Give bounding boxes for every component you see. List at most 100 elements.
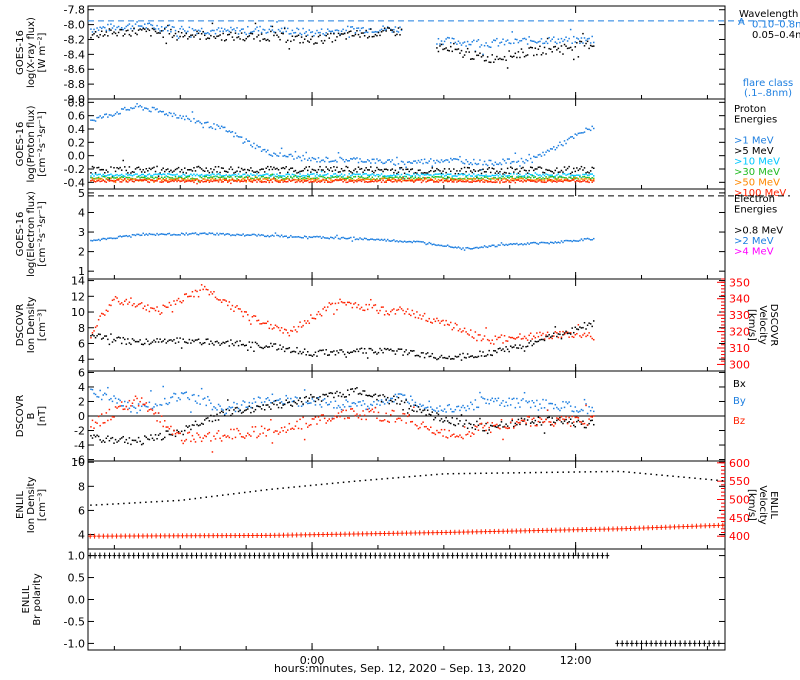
data-point: [280, 407, 283, 409]
data-point: [456, 43, 458, 45]
data-point: [431, 167, 434, 169]
data-point: [536, 178, 538, 180]
data-point: [317, 180, 320, 183]
data-point: [277, 28, 280, 31]
data-point: [410, 180, 412, 182]
data-point: [582, 423, 584, 425]
data-point: [493, 400, 495, 403]
data-point: [251, 181, 254, 183]
data-point: [411, 175, 414, 177]
data-point: [557, 180, 560, 182]
data-point: [317, 398, 320, 401]
data-point: [170, 177, 172, 179]
data-point: [385, 30, 387, 32]
data-point: [451, 37, 454, 40]
data-point: [316, 161, 318, 163]
data-point: [248, 180, 251, 182]
data-point: [291, 400, 294, 403]
data-point: [180, 31, 183, 34]
data-point: [320, 179, 323, 182]
data-point: [190, 36, 192, 38]
data-point: [351, 158, 354, 160]
data-point: [122, 405, 124, 407]
data-point: [466, 433, 469, 435]
y-tick-label: 3: [78, 226, 85, 239]
data-point: [473, 58, 475, 60]
data-point: [449, 408, 452, 410]
data-point: [183, 118, 186, 121]
data-point: [220, 301, 223, 304]
data-point: [402, 179, 404, 182]
data-point: [122, 28, 124, 31]
data-point: [513, 173, 515, 175]
data-point: [117, 31, 120, 34]
data-point: [268, 181, 271, 184]
data-point: [342, 33, 344, 35]
y-label-line: log(Proton flux): [26, 105, 37, 182]
data-point: [353, 169, 355, 172]
data-point: [308, 178, 311, 181]
data-point: [310, 236, 312, 239]
data-point: [370, 181, 372, 183]
data-point: [350, 157, 352, 160]
data-point: [520, 338, 523, 340]
data-point: [466, 174, 469, 177]
data-point: [316, 181, 318, 184]
data-point: [90, 179, 92, 182]
data-point: [260, 425, 263, 428]
data-point: [142, 27, 144, 30]
data-point: [219, 34, 221, 36]
data-point: [368, 181, 370, 183]
data-point: [439, 431, 441, 434]
data-point: [310, 423, 312, 426]
legend-entry: >0.8 MeV: [734, 226, 783, 237]
data-point: [216, 232, 218, 235]
data-point: [340, 301, 343, 303]
data-point: [243, 178, 246, 181]
data-point: [503, 173, 506, 176]
data-point: [370, 180, 372, 182]
data-point: [207, 170, 209, 172]
data-point: [154, 412, 157, 414]
data-point: [588, 178, 590, 180]
data-point: [207, 174, 209, 176]
data-point: [185, 293, 188, 295]
data-point: [302, 351, 304, 354]
data-point: [422, 421, 424, 423]
data-point: [480, 56, 483, 58]
data-point: [205, 338, 208, 341]
data-point: [104, 176, 106, 178]
y-label-line: DSCOVR: [15, 304, 26, 347]
data-point: [157, 178, 160, 180]
data-point: [548, 402, 550, 405]
data-point: [457, 173, 460, 176]
data-point: [197, 394, 200, 397]
data-point: [580, 238, 583, 240]
data-point: [396, 350, 398, 352]
data-point: [336, 36, 338, 38]
data-point: [545, 168, 547, 171]
data-point: [437, 431, 440, 434]
data-point: [263, 322, 266, 325]
data-point: [382, 239, 384, 241]
data-point: [93, 177, 95, 180]
data-point: [559, 175, 561, 177]
data-point: [371, 176, 374, 179]
data-point: [469, 181, 472, 183]
data-point: [489, 354, 492, 356]
data-point: [465, 179, 467, 181]
data-point: [360, 178, 363, 181]
data-point: [402, 175, 404, 178]
data-point: [509, 421, 512, 423]
data-point: [449, 246, 452, 248]
y-label-line: [cm⁻³]: [37, 309, 48, 341]
data-point: [486, 398, 489, 401]
data-point: [296, 403, 298, 405]
data-point: [162, 29, 164, 32]
data-point: [313, 235, 315, 238]
data-point: [207, 289, 209, 291]
data-point: [148, 401, 151, 404]
data-point: [297, 399, 300, 402]
data-point: [167, 430, 169, 432]
data-point: [437, 244, 440, 246]
